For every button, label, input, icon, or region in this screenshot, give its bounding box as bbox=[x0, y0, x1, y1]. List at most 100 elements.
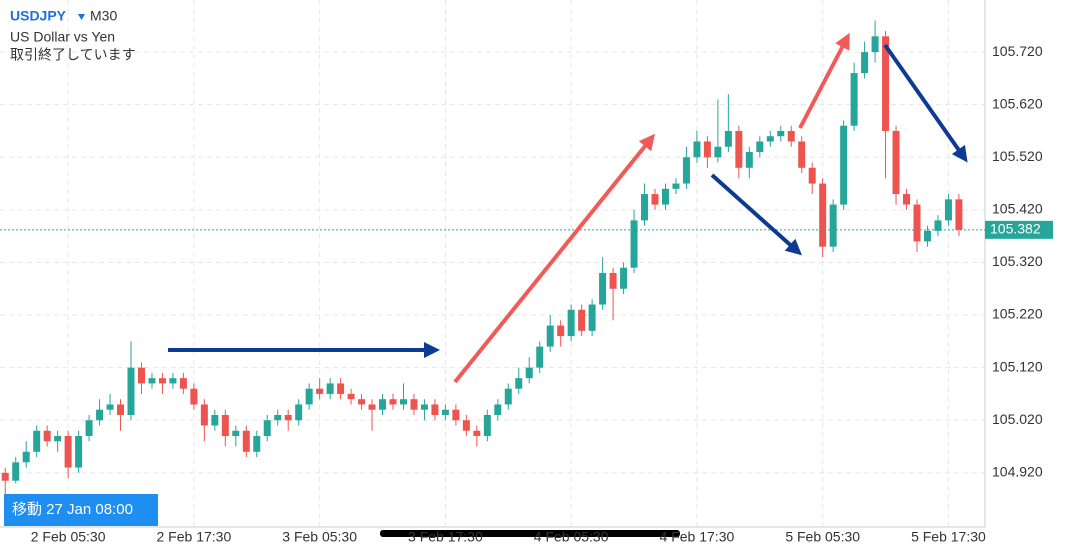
y-tick-label: 104.920 bbox=[992, 464, 1043, 480]
candle-body bbox=[179, 378, 187, 389]
candle-body bbox=[861, 52, 869, 74]
candle-body bbox=[441, 409, 449, 415]
candle-body bbox=[944, 199, 952, 221]
candle-body bbox=[567, 309, 575, 337]
dropdown-icon[interactable] bbox=[78, 14, 85, 20]
last-price-tag bbox=[985, 220, 1053, 239]
grid bbox=[0, 0, 985, 527]
arrow bbox=[453, 133, 656, 384]
y-tick-label: 105.120 bbox=[992, 358, 1043, 374]
candle-body bbox=[305, 388, 313, 405]
candle-body bbox=[158, 378, 166, 384]
y-tick-label: 105.520 bbox=[992, 148, 1043, 164]
candle-body bbox=[903, 194, 911, 205]
timeframe[interactable]: M30 bbox=[90, 8, 117, 24]
candle-body bbox=[703, 141, 711, 158]
candle-body bbox=[934, 220, 942, 231]
candle-body bbox=[22, 451, 30, 463]
candle-body bbox=[358, 399, 366, 405]
candle-body bbox=[766, 136, 774, 142]
candle-body bbox=[724, 130, 732, 147]
candle-body bbox=[536, 346, 544, 368]
candle-body bbox=[882, 36, 890, 131]
arrow bbox=[710, 173, 802, 256]
candle-body bbox=[106, 404, 114, 410]
candle-body bbox=[693, 141, 701, 158]
candle-body bbox=[599, 272, 607, 305]
y-tick-label: 105.020 bbox=[992, 411, 1043, 427]
x-tick-label: 3 Feb 05:30 bbox=[282, 529, 357, 545]
scroll-label[interactable]: 移動 27 Jan 08:00 bbox=[12, 501, 133, 518]
candle-body bbox=[85, 420, 93, 437]
candle-body bbox=[798, 141, 806, 168]
candle-body bbox=[630, 220, 638, 268]
candle-body bbox=[525, 367, 533, 379]
candle-body bbox=[892, 130, 900, 195]
candle-body bbox=[745, 151, 753, 168]
market-status: 取引終了しています bbox=[10, 47, 136, 63]
last-price-label: 105.382 bbox=[990, 221, 1041, 237]
y-tick-label: 105.320 bbox=[992, 253, 1043, 269]
candle-body bbox=[54, 436, 62, 442]
candle-body bbox=[850, 73, 858, 126]
candle-body bbox=[399, 399, 407, 405]
x-tick-label: 5 Feb 05:30 bbox=[785, 529, 860, 545]
x-tick-label: 2 Feb 05:30 bbox=[31, 529, 106, 545]
y-tick-label: 105.620 bbox=[992, 95, 1043, 111]
x-tick-label: 2 Feb 17:30 bbox=[157, 529, 232, 545]
x-tick-label: 3 Feb 17:30 bbox=[408, 529, 483, 545]
y-tick-label: 105.720 bbox=[992, 43, 1043, 59]
candle-body bbox=[253, 436, 261, 452]
candle-body bbox=[43, 430, 51, 442]
candle-body bbox=[483, 414, 491, 437]
candle-body bbox=[714, 146, 722, 158]
candle-body bbox=[389, 399, 397, 405]
candle-body bbox=[452, 409, 460, 421]
candles bbox=[0, 20, 985, 500]
candle-body bbox=[819, 183, 827, 247]
candle-body bbox=[12, 462, 20, 481]
candle-body bbox=[735, 130, 743, 168]
candle-body bbox=[169, 378, 177, 384]
x-tick-label: 4 Feb 17:30 bbox=[660, 529, 735, 545]
candle-body bbox=[494, 404, 502, 415]
candle-body bbox=[379, 399, 387, 410]
candle-body bbox=[211, 414, 219, 426]
candle-body bbox=[756, 141, 764, 152]
x-tick-label: 4 Feb 05:30 bbox=[534, 529, 609, 545]
candle-body bbox=[672, 183, 680, 189]
y-tick-label: 105.220 bbox=[992, 306, 1043, 322]
candle-body bbox=[232, 430, 240, 437]
candle-body bbox=[316, 388, 324, 394]
candle-body bbox=[284, 414, 292, 421]
candle-body bbox=[190, 388, 198, 405]
scroll-button[interactable] bbox=[4, 494, 158, 526]
candle-body bbox=[840, 125, 848, 205]
arrow bbox=[798, 32, 850, 129]
candle-body bbox=[274, 414, 282, 421]
candle-body bbox=[200, 404, 208, 426]
candle-body bbox=[829, 204, 837, 247]
candle-body bbox=[871, 36, 879, 53]
candle-body bbox=[64, 436, 72, 468]
candle-body bbox=[137, 367, 145, 384]
candle-body bbox=[578, 309, 586, 331]
symbol[interactable]: USDJPY bbox=[10, 8, 67, 24]
candle-body bbox=[777, 130, 785, 137]
arrow bbox=[883, 43, 968, 163]
redaction-bar bbox=[380, 530, 680, 537]
candle-body bbox=[546, 325, 554, 347]
y-tick-label: 105.420 bbox=[992, 201, 1043, 217]
candle-body bbox=[557, 325, 565, 337]
candle-body bbox=[923, 230, 931, 242]
candle-body bbox=[955, 199, 963, 230]
candle-body bbox=[148, 378, 156, 384]
candle-body bbox=[641, 194, 649, 221]
candle-body bbox=[127, 367, 135, 415]
candle-body bbox=[504, 388, 512, 405]
candle-body bbox=[431, 404, 439, 415]
candle-body bbox=[913, 204, 921, 242]
candle-body bbox=[263, 420, 271, 437]
candle-body bbox=[515, 378, 523, 389]
